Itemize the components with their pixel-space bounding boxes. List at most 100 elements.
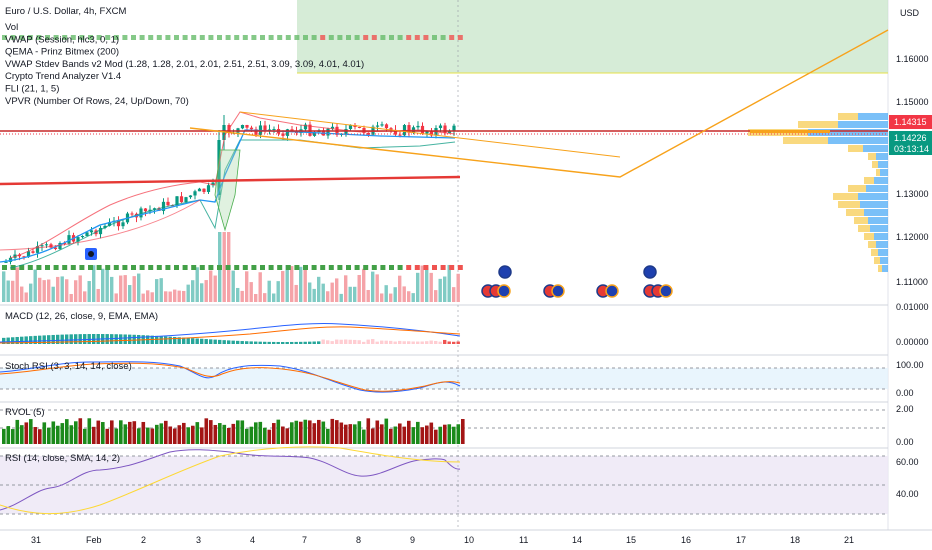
- volume-bar: [78, 275, 82, 302]
- rvol-bar: [164, 420, 168, 444]
- event-icons[interactable]: [481, 265, 673, 298]
- projection-path: [189, 29, 889, 178]
- candle-body: [193, 191, 197, 196]
- trendline-upper: [239, 111, 621, 158]
- rvol-bar: [249, 426, 254, 444]
- rvol-bar: [114, 428, 119, 444]
- volume-bar: [177, 290, 181, 302]
- vpvr-row-up: [783, 137, 828, 144]
- volume-bar: [150, 292, 154, 302]
- volume-bar: [366, 289, 370, 302]
- trend-square: [380, 265, 386, 270]
- volume-bar: [357, 274, 361, 302]
- volume-bar: [42, 280, 46, 302]
- indicator-legend-item[interactable]: VWAP (Session, hlc3, 0, 1): [5, 34, 119, 45]
- rvol-bar: [411, 427, 416, 444]
- indicator-legend-item[interactable]: Vol: [5, 22, 18, 33]
- vpvr-row-down: [874, 233, 888, 240]
- price-tag-teal-text: 1.14226: [894, 133, 927, 143]
- rvol-bar: [254, 422, 258, 444]
- trend-square: [174, 265, 179, 270]
- volume-bar: [407, 291, 411, 302]
- rvol-bar: [2, 428, 6, 444]
- rvol-bar: [65, 419, 69, 444]
- rvol-bar: [69, 425, 74, 444]
- indicator-legend-item[interactable]: Crypto Trend Analyzer V1.4: [5, 71, 121, 82]
- macd-bar: [258, 341, 262, 344]
- rvol-bar: [303, 419, 308, 444]
- macd-bar: [357, 340, 361, 344]
- rvol-bar: [380, 424, 384, 444]
- candle-body: [152, 208, 157, 210]
- trend-square: [457, 35, 463, 40]
- trend-square: [432, 265, 437, 270]
- volume-bar: [128, 285, 132, 302]
- macd-bar: [389, 340, 393, 344]
- volume-bar: [119, 275, 123, 302]
- currency-label[interactable]: USD: [900, 8, 920, 18]
- volume-bar: [429, 272, 433, 302]
- macd-bar: [227, 340, 231, 344]
- trend-square: [70, 35, 76, 40]
- rvol-bar: [60, 423, 65, 444]
- volume-bar: [96, 288, 100, 302]
- rvol-bar: [83, 428, 87, 444]
- stoch-k-line: [0, 361, 461, 393]
- candle-body: [398, 134, 402, 136]
- candle-body: [166, 201, 170, 206]
- trend-square: [113, 265, 119, 270]
- trend-square: [303, 35, 308, 40]
- indicator-legend-item[interactable]: VPVR (Number Of Rows, 24, Up/Down, 70): [5, 96, 189, 107]
- trend-square: [191, 35, 197, 40]
- indicator-legend-item[interactable]: QEMA - Prinz Bitmex (200): [5, 47, 119, 58]
- rvol-bar: [128, 421, 132, 444]
- volume-bar: [335, 278, 339, 302]
- volume-bar: [213, 275, 217, 302]
- qema-line: [0, 175, 461, 186]
- vwap-upper-band: [9, 111, 456, 259]
- rvol-axis-tick-high: 2.00: [896, 404, 914, 414]
- rvol-bar: [461, 419, 465, 444]
- vpvr-row-down: [878, 161, 888, 168]
- trend-square: [234, 265, 240, 270]
- rvol-bar: [321, 421, 326, 444]
- rvol-bar: [209, 420, 213, 444]
- rvol-bar: [123, 424, 128, 444]
- trend-square: [79, 35, 85, 40]
- indicator-legend-item[interactable]: FLI (21, 1, 5): [5, 84, 59, 95]
- volume-bar: [92, 265, 96, 302]
- trend-square: [105, 35, 111, 40]
- vpvr-row-down: [876, 153, 888, 160]
- trend-square: [36, 265, 42, 270]
- macd-bar: [456, 341, 460, 344]
- trend-square: [260, 265, 265, 270]
- time-axis[interactable]: 31 Feb 2 3 4 7 8 9 10 11 14 15 16 17 18 21: [31, 535, 854, 545]
- stoch-label[interactable]: Stoch RSI (3, 3, 14, 14, close): [5, 361, 132, 372]
- time-axis-label: 16: [681, 535, 691, 545]
- macd-bar: [416, 341, 420, 344]
- rvol-bar: [186, 427, 191, 444]
- rsi-label[interactable]: RSI (14, close, SMA, 14, 2): [5, 453, 120, 464]
- vpvr-row-up: [848, 185, 866, 192]
- trend-square: [440, 35, 446, 40]
- rvol-label[interactable]: RVOL (5): [5, 407, 45, 418]
- rsi-line: [0, 449, 461, 511]
- rvol-bar: [110, 420, 114, 444]
- volume-bar: [200, 283, 204, 302]
- rvol-bar: [119, 420, 123, 444]
- vpvr-row-down: [876, 241, 888, 248]
- trend-square: [225, 265, 231, 270]
- rvol-bar: [6, 426, 11, 444]
- trend-square: [122, 265, 128, 270]
- time-axis-label: 7: [302, 535, 307, 545]
- volume-bar: [29, 283, 33, 302]
- indicator-legend-item[interactable]: VWAP Stdev Bands v2 Mod (1.28, 1.28, 2.0…: [5, 59, 364, 70]
- macd-bar: [83, 334, 87, 344]
- candle-body: [384, 124, 389, 129]
- candle-body: [143, 208, 148, 212]
- macd-bar: [452, 341, 456, 344]
- macd-label[interactable]: MACD (12, 26, close, 9, EMA, EMA): [5, 311, 158, 322]
- volume-bar: [308, 282, 312, 302]
